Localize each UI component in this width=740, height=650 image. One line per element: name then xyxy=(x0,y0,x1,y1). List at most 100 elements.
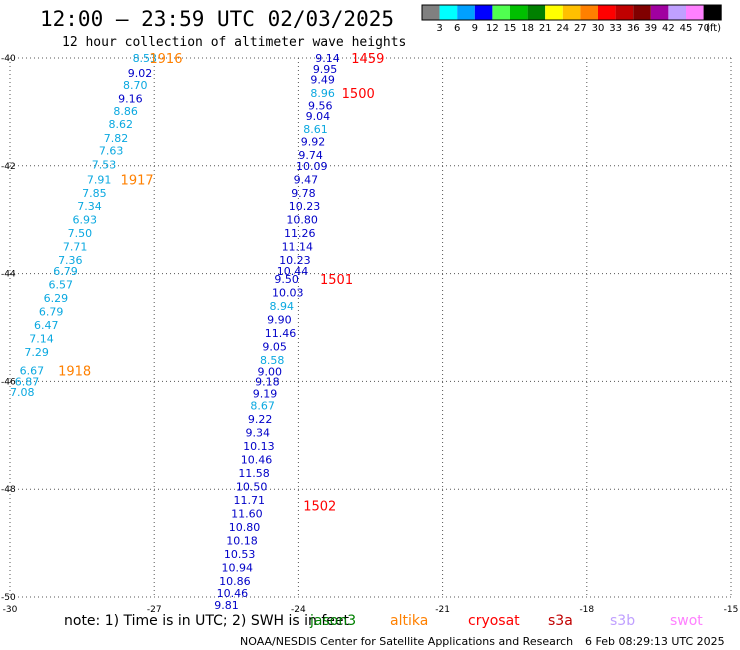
wave-height-point: 8.70 xyxy=(123,79,148,92)
wave-height-point: 9.00 xyxy=(258,366,283,379)
wave-height-point: 9.49 xyxy=(310,74,335,87)
wave-height-point: 9.95 xyxy=(313,63,338,76)
y-tick-label: -42 xyxy=(1,162,16,172)
wave-height-point: 6.57 xyxy=(48,278,73,291)
colorbar-swatch xyxy=(422,5,440,20)
wave-height-point: 9.04 xyxy=(306,110,331,123)
wave-height-point: 7.71 xyxy=(63,241,88,254)
wave-height-point: 9.47 xyxy=(294,173,319,186)
wave-height-point: 8.86 xyxy=(113,105,137,118)
wave-height-point: 7.50 xyxy=(68,227,93,240)
colorbar-swatch xyxy=(580,5,598,20)
wave-height-values: 8.53 9.028.709.168.868.627.827.637.537.91… xyxy=(10,52,340,612)
colorbar xyxy=(421,4,722,21)
wave-height-point: 9.92 xyxy=(301,136,326,149)
wave-height-point: 10.23 xyxy=(279,254,311,267)
colorbar-label: 15 xyxy=(504,23,517,34)
colorbar-swatch xyxy=(650,5,669,20)
wave-height-point: 6.47 xyxy=(34,319,59,332)
satellite-legend-cryosat: cryosat xyxy=(468,613,520,629)
wave-height-point: 6.79 xyxy=(39,305,64,318)
wave-height-point: 10.03 xyxy=(272,286,304,299)
colorbar-label: 21 xyxy=(539,23,552,34)
wave-height-point: 11.46 xyxy=(265,327,297,340)
chart-grid xyxy=(9,57,732,598)
colorbar-label: 3 xyxy=(436,23,442,34)
colorbar-swatch xyxy=(598,5,616,20)
wave-height-point: 7.53 xyxy=(92,159,117,172)
wave-height-point: 11.71 xyxy=(234,494,266,507)
wave-height-point: 8.96 xyxy=(310,87,335,100)
colorbar-label: 45 xyxy=(680,23,693,34)
y-axis-ticks: -40 -42 -44 -46 -48 -50 xyxy=(1,54,16,603)
colorbar-label: 33 xyxy=(609,23,622,34)
satellite-legend-s3b: s3b xyxy=(610,613,635,629)
colorbar-label: 30 xyxy=(592,23,605,34)
wave-height-point: 9.16 xyxy=(118,92,142,105)
wave-height-point: 6.79 xyxy=(53,265,77,278)
wave-height-point: 9.22 xyxy=(248,413,273,426)
wave-height-point: 8.58 xyxy=(260,354,285,367)
wave-height-point: 8.94 xyxy=(270,300,295,313)
pass-time-label: 1500 xyxy=(342,87,375,102)
colorbar-label: 42 xyxy=(662,23,675,34)
wave-height-point: 9.34 xyxy=(246,427,271,440)
wave-height-point: 8.61 xyxy=(303,123,328,136)
colorbar-unit: (ft) xyxy=(706,23,721,34)
wave-height-point: 6.87 xyxy=(15,375,40,388)
wave-height-point: 10.94 xyxy=(221,561,253,574)
wave-height-point: 10.46 xyxy=(217,587,249,600)
wave-height-point: 11.60 xyxy=(231,507,263,520)
wave-height-point: 7.85 xyxy=(82,187,107,200)
wave-height-point: 7.63 xyxy=(99,145,124,158)
colorbar-label: 70 xyxy=(697,23,710,34)
wave-height-point: 9.50 xyxy=(274,273,299,286)
footer-timestamp: 6 Feb 08:29:13 UTC 2025 xyxy=(585,635,725,648)
wave-height-point: 9.56 xyxy=(308,99,333,112)
colorbar-swatch xyxy=(686,5,704,20)
y-tick-label: -40 xyxy=(1,54,16,64)
satellite-legend-swot: swot xyxy=(670,613,703,629)
colorbar-swatch xyxy=(615,5,634,20)
wave-height-point: 11.58 xyxy=(238,467,269,480)
colorbar-swatch xyxy=(668,5,686,20)
x-tick-label: -24 xyxy=(291,605,306,615)
colorbar-swatch xyxy=(510,5,528,20)
x-tick-label: -27 xyxy=(147,605,162,615)
wave-height-point: 10.80 xyxy=(229,521,261,534)
wave-height-point: 8.62 xyxy=(109,118,134,131)
colorbar-swatch xyxy=(633,5,651,20)
wave-height-point: 8.67 xyxy=(250,400,274,413)
y-tick-label: -44 xyxy=(1,270,16,280)
colorbar-swatch xyxy=(545,5,563,20)
satellite-legend-altika: altika xyxy=(390,613,428,629)
wave-height-point: 10.23 xyxy=(289,200,321,213)
pass-time-labels: 1916 1917 1918 1459 1500 1501 1502 xyxy=(58,52,384,514)
colorbar-swatch xyxy=(527,5,546,20)
wave-height-point: 10.09 xyxy=(296,160,328,173)
colorbar-label: 6 xyxy=(454,23,460,34)
wave-height-point: 9.05 xyxy=(262,340,287,353)
wave-height-point: 7.36 xyxy=(58,254,83,267)
x-tick-label: -21 xyxy=(435,605,450,615)
colorbar-swatch xyxy=(492,5,510,20)
wave-height-point: 7.82 xyxy=(104,132,129,145)
wave-height-point: 7.91 xyxy=(87,173,112,186)
colorbar-frame xyxy=(421,4,722,21)
wave-height-point: 10.86 xyxy=(219,575,251,588)
wave-height-point: 10.53 xyxy=(224,548,256,561)
pass-time-label: 1916 xyxy=(149,52,182,67)
colorbar-label: 36 xyxy=(627,23,640,34)
x-tick-label: -15 xyxy=(724,605,739,615)
colorbar-swatch xyxy=(457,5,475,20)
satellite-legend: jason3 altika cryosat s3a s3b swot xyxy=(309,613,703,629)
colorbar-swatch xyxy=(474,5,493,20)
satellite-legend-s3a: s3a xyxy=(548,613,573,629)
footer-credit: NOAA/NESDIS Center for Satellite Applica… xyxy=(240,635,573,648)
colorbar-label: 9 xyxy=(472,23,478,34)
wave-height-point: 9.78 xyxy=(291,187,316,200)
wave-height-point: 7.08 xyxy=(10,386,35,399)
wave-height-point: 10.44 xyxy=(277,265,309,278)
wave-height-point: 10.50 xyxy=(236,481,268,494)
